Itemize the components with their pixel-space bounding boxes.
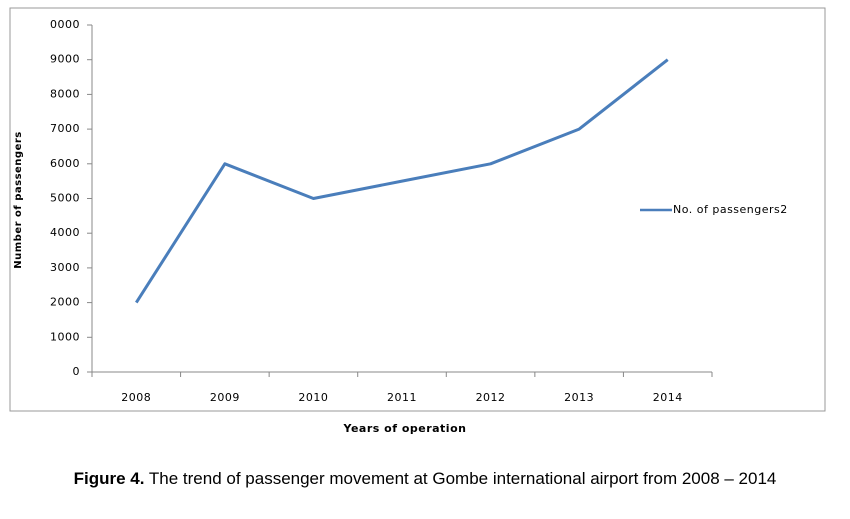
- y-tick-label: 8000: [50, 87, 80, 100]
- x-tick-label: 2012: [476, 391, 506, 404]
- chart: Number of passengers Years of operation …: [9, 7, 826, 435]
- y-tick-label: 6000: [50, 157, 80, 170]
- x-tick-label: 2014: [653, 391, 683, 404]
- chart-border: [9, 7, 826, 412]
- legend-label: No. of passengers2: [673, 203, 788, 216]
- x-tick-label: 2011: [387, 391, 417, 404]
- y-axis-title: Number of passengers: [13, 131, 24, 269]
- x-tick-label: 2013: [564, 391, 594, 404]
- x-tick-label: 2008: [121, 391, 151, 404]
- y-tick-label: 4000: [50, 226, 80, 239]
- y-tick-label: 2000: [50, 296, 80, 309]
- y-tick-label: 7000: [50, 122, 80, 135]
- x-tick-label: 2010: [298, 391, 328, 404]
- x-tick-label: 2009: [210, 391, 240, 404]
- caption-label: Figure 4.: [73, 469, 145, 488]
- y-tick-label: 5000: [50, 192, 80, 205]
- x-axis-title: Years of operation: [343, 422, 467, 435]
- series-line: [135, 58, 669, 304]
- y-tick-label: 0000: [50, 18, 80, 31]
- caption-text: The trend of passenger movement at Gombe…: [148, 469, 777, 488]
- caption: Figure 4. The trend of passenger movemen…: [20, 466, 830, 491]
- y-tick-label: 1000: [50, 330, 80, 343]
- y-tick-label: 3000: [50, 261, 80, 274]
- y-tick-label: 0: [73, 365, 81, 378]
- y-tick-label: 9000: [50, 53, 80, 66]
